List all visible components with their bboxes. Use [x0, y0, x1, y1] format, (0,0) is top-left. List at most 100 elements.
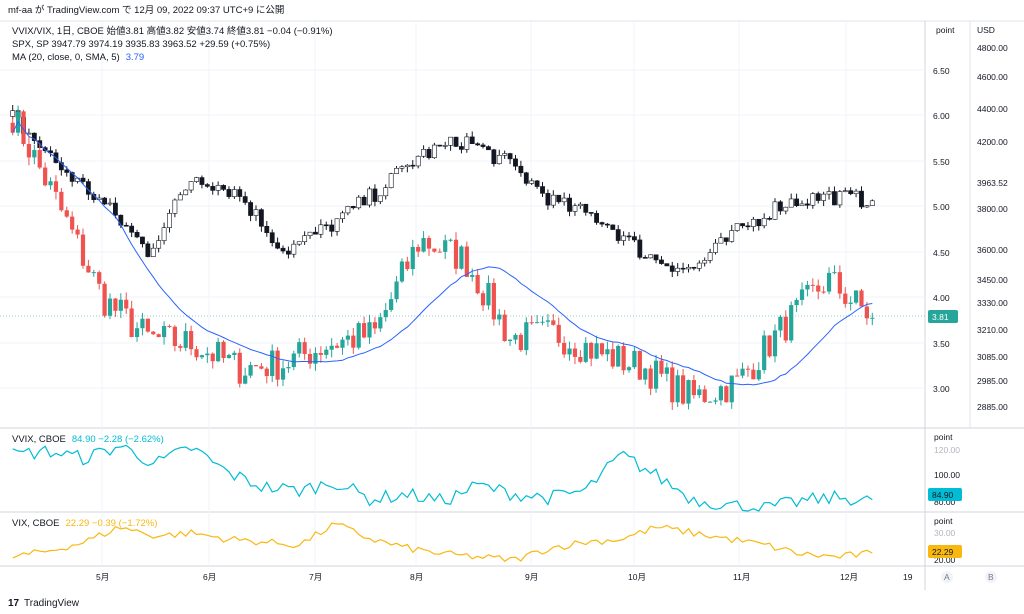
vvix-unit: point: [934, 432, 953, 442]
ratio-candle: [107, 298, 113, 316]
tick-left-5.50: 5.50: [933, 157, 950, 167]
ratio-candle: [59, 191, 64, 211]
vix-tick-30: 30.00: [934, 528, 956, 538]
ratio-candle: [740, 368, 745, 376]
spx-candle: [356, 196, 362, 209]
ratio-candle: [670, 367, 675, 403]
spx-candle: [161, 227, 167, 241]
spx-candle: [777, 201, 783, 212]
ratio-candle: [37, 150, 42, 168]
left-ticks: 6.50 6.00 5.50 5.00 4.50 4.00 3.50 3.00: [933, 66, 950, 394]
spx-candle: [123, 224, 129, 227]
spx-candle: [513, 158, 518, 167]
scale-button-b-label: B: [988, 572, 994, 582]
scale-button-b[interactable]: B: [985, 571, 997, 583]
ratio-candle: [599, 343, 605, 355]
ratio-candle: [399, 261, 405, 282]
x-label-oct: 10月: [628, 572, 646, 582]
spx-candle: [383, 187, 389, 197]
spx-candle: [172, 199, 178, 214]
ratio-candle: [799, 289, 805, 300]
spx-candle: [523, 172, 529, 184]
tick-left-3.50: 3.50: [933, 339, 950, 349]
spx-candle: [394, 168, 399, 174]
spx-candle: [291, 243, 297, 255]
scale-button-a[interactable]: A: [941, 571, 953, 583]
ratio-candle: [291, 353, 296, 368]
tick-right-11: 2985.00: [977, 376, 1008, 386]
ratio-candle: [610, 349, 615, 367]
ratio-candle: [340, 339, 345, 348]
ratio-candle: [302, 342, 307, 354]
spx-candle: [215, 185, 221, 191]
ratio-candle: [535, 322, 540, 324]
ratio-candle: [70, 216, 75, 230]
ratio-candle: [848, 302, 853, 304]
spx-candle: [626, 235, 632, 238]
spx-candle: [237, 189, 243, 197]
spx-candle: [707, 252, 713, 261]
spx-candle: [496, 155, 502, 165]
ratio-candle: [329, 345, 334, 350]
ratio-candle: [383, 309, 388, 318]
spx-candle: [437, 144, 443, 147]
spx-candle: [150, 247, 156, 257]
spx-candle: [642, 257, 648, 259]
ratio-candle: [189, 331, 194, 350]
ratio-candle: [464, 246, 469, 277]
spx-candle: [280, 247, 286, 252]
ratio-candle: [378, 317, 383, 329]
ratio-candle: [448, 239, 453, 241]
spx-candle: [491, 149, 497, 165]
spx-candle: [323, 224, 329, 227]
vix-tick-20: 20.00: [934, 555, 956, 565]
spx-candle: [518, 165, 524, 174]
x-label-nov: 11月: [733, 572, 750, 582]
spx-candle: [821, 193, 827, 201]
spx-candle: [286, 250, 291, 255]
spx-candle: [577, 203, 583, 207]
ratio-candle: [102, 283, 107, 316]
spx-candle: [637, 239, 643, 258]
ratio-candle: [697, 389, 702, 396]
ratio-candle: [75, 229, 80, 235]
ratio-candle: [616, 345, 621, 367]
ratio-candle: [183, 331, 188, 348]
ratio-candle: [540, 321, 545, 323]
tick-left-4.00: 4.00: [933, 293, 950, 303]
tick-right-7: 3450.00: [977, 275, 1008, 285]
spx-candle: [350, 206, 356, 209]
spx-candle: [507, 153, 513, 160]
ratio-candle: [659, 360, 664, 374]
spx-candle: [713, 242, 718, 253]
ratio-candle: [562, 342, 567, 355]
ratio-candle: [486, 282, 491, 306]
vix-line: [12, 522, 873, 563]
ratio-candle: [556, 324, 561, 343]
spx-candle: [859, 190, 864, 208]
spx-candle: [702, 260, 708, 264]
ratio-candle: [156, 334, 161, 338]
ratio-candle: [64, 210, 69, 217]
ratio-candle: [789, 305, 794, 341]
spx-candle: [296, 241, 302, 245]
vix-unit: point: [934, 516, 953, 526]
ratio-candle: [313, 353, 318, 364]
spx-candle: [275, 242, 281, 249]
ratio-candle: [745, 368, 751, 370]
x-label-sep: 9月: [525, 572, 538, 582]
ratio-candle: [345, 335, 350, 340]
publish-line: mf-aa が TradingView.com で 12月 09, 2022 0…: [8, 4, 284, 16]
ratio-candle: [578, 356, 583, 362]
badge-ratio-text: 3.81: [932, 312, 949, 322]
tradingview-logo: 17 TradingView: [8, 598, 80, 609]
spx-candle: [794, 198, 800, 206]
ratio-candle: [756, 370, 761, 380]
spx-candle: [329, 224, 335, 232]
ratio-candle: [767, 335, 772, 357]
ratio-candle: [545, 320, 551, 322]
x-label-aug: 8月: [410, 572, 423, 582]
spx-candle: [772, 201, 778, 220]
tick-right-5: 3800.00: [977, 204, 1008, 214]
